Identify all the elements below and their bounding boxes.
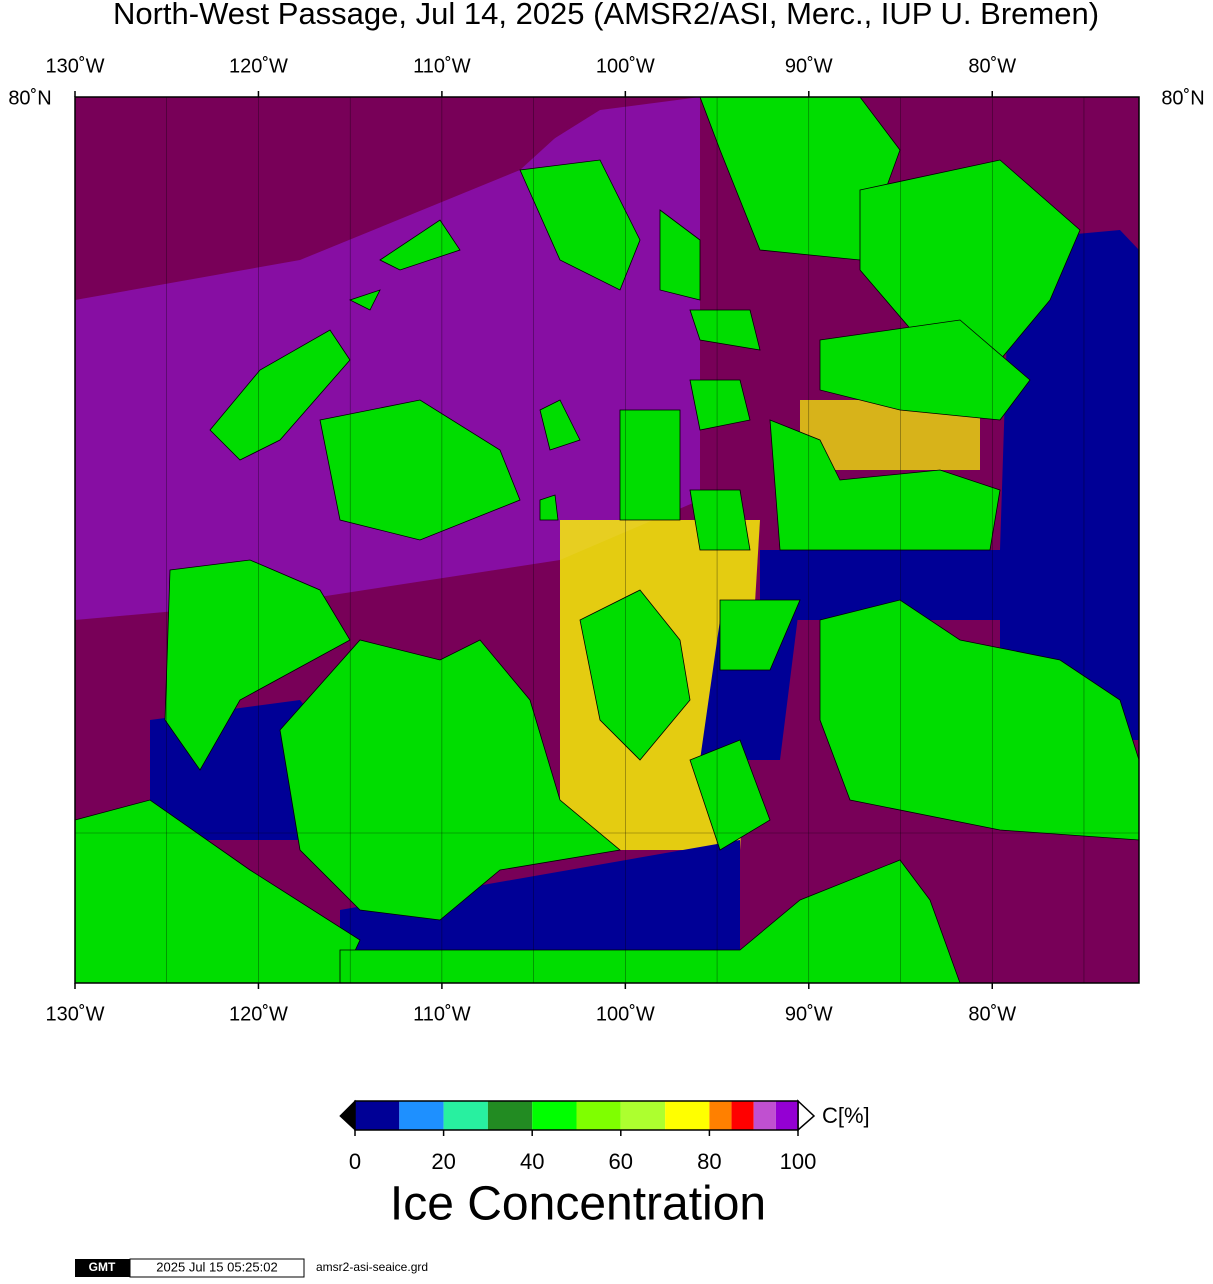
lon-label: 130˚W <box>46 55 105 77</box>
colorbar-segment <box>775 1101 798 1130</box>
colorbar-tick-label: 60 <box>609 1149 633 1174</box>
lat-label: 80˚N <box>1161 87 1204 109</box>
colorbar-segment <box>620 1101 666 1130</box>
colorbar-segment <box>665 1101 710 1130</box>
colorbar-title: Ice Concentration <box>390 1178 766 1231</box>
colorbar-segment <box>532 1101 577 1130</box>
colorbar-segment <box>753 1101 776 1130</box>
colorbar-segment <box>399 1101 444 1130</box>
colorbar-tick-label: 40 <box>520 1149 544 1174</box>
footer: GMT 2025 Jul 15 05:25:02 amsr2-asi-seaic… <box>75 1258 428 1278</box>
colorbar-segment <box>443 1101 488 1130</box>
ice-region <box>75 97 600 300</box>
colorbar-tick-label: 0 <box>349 1149 361 1174</box>
colorbar-segment <box>576 1101 621 1130</box>
gmt-logo-text: GMT <box>89 1260 116 1274</box>
colorbar-segment <box>487 1101 533 1130</box>
map: 80˚N 80˚N 130˚W 130˚W 120˚W 120˚W 110˚W 110˚W… <box>8 55 1204 1025</box>
lon-label: 80˚W <box>968 1003 1016 1025</box>
map-title: North-West Passage, Jul 14, 2025 (AMSR2/… <box>113 0 1099 31</box>
lon-label: 90˚W <box>785 55 833 77</box>
colorbar-segment <box>709 1101 732 1130</box>
colorbar-frame <box>354 1100 799 1131</box>
ice-region <box>75 97 700 620</box>
lon-label: 100˚W <box>596 55 655 77</box>
colorbar-tick-label: 100 <box>780 1149 817 1174</box>
colorbar-segment <box>731 1101 754 1130</box>
lon-label: 130˚W <box>46 1003 105 1025</box>
lon-label: 100˚W <box>596 1003 655 1025</box>
ice-region <box>800 400 980 470</box>
lon-label: 90˚W <box>785 1003 833 1025</box>
lon-label: 80˚W <box>968 55 1016 77</box>
colorbar-under-arrow <box>339 1099 356 1132</box>
land <box>74 96 1140 984</box>
colorbar-over-arrow <box>797 1099 816 1132</box>
lat-label: 80˚N <box>8 87 51 109</box>
lon-label: 110˚W <box>413 55 471 77</box>
colorbar: C[%] Ice Concentration 0 20 40 60 80 100 <box>339 1099 870 1231</box>
ice-region <box>930 820 1139 983</box>
open-water <box>340 840 740 950</box>
colorbar-tick-label: 80 <box>697 1149 721 1174</box>
lon-label: 110˚W <box>413 1003 471 1025</box>
colorbar-unit: C[%] <box>822 1103 870 1128</box>
lon-label: 120˚W <box>229 55 288 77</box>
timestamp: 2025 Jul 15 05:25:02 <box>156 1259 277 1274</box>
lon-label: 120˚W <box>229 1003 288 1025</box>
colorbar-segment <box>355 1101 400 1130</box>
graticule <box>166 97 1085 983</box>
file-name: amsr2-asi-seaice.grd <box>316 1260 428 1274</box>
map-frame <box>74 96 1140 984</box>
colorbar-tick-label: 20 <box>431 1149 455 1174</box>
timestamp-box <box>129 1258 305 1278</box>
gmt-logo <box>75 1259 130 1277</box>
